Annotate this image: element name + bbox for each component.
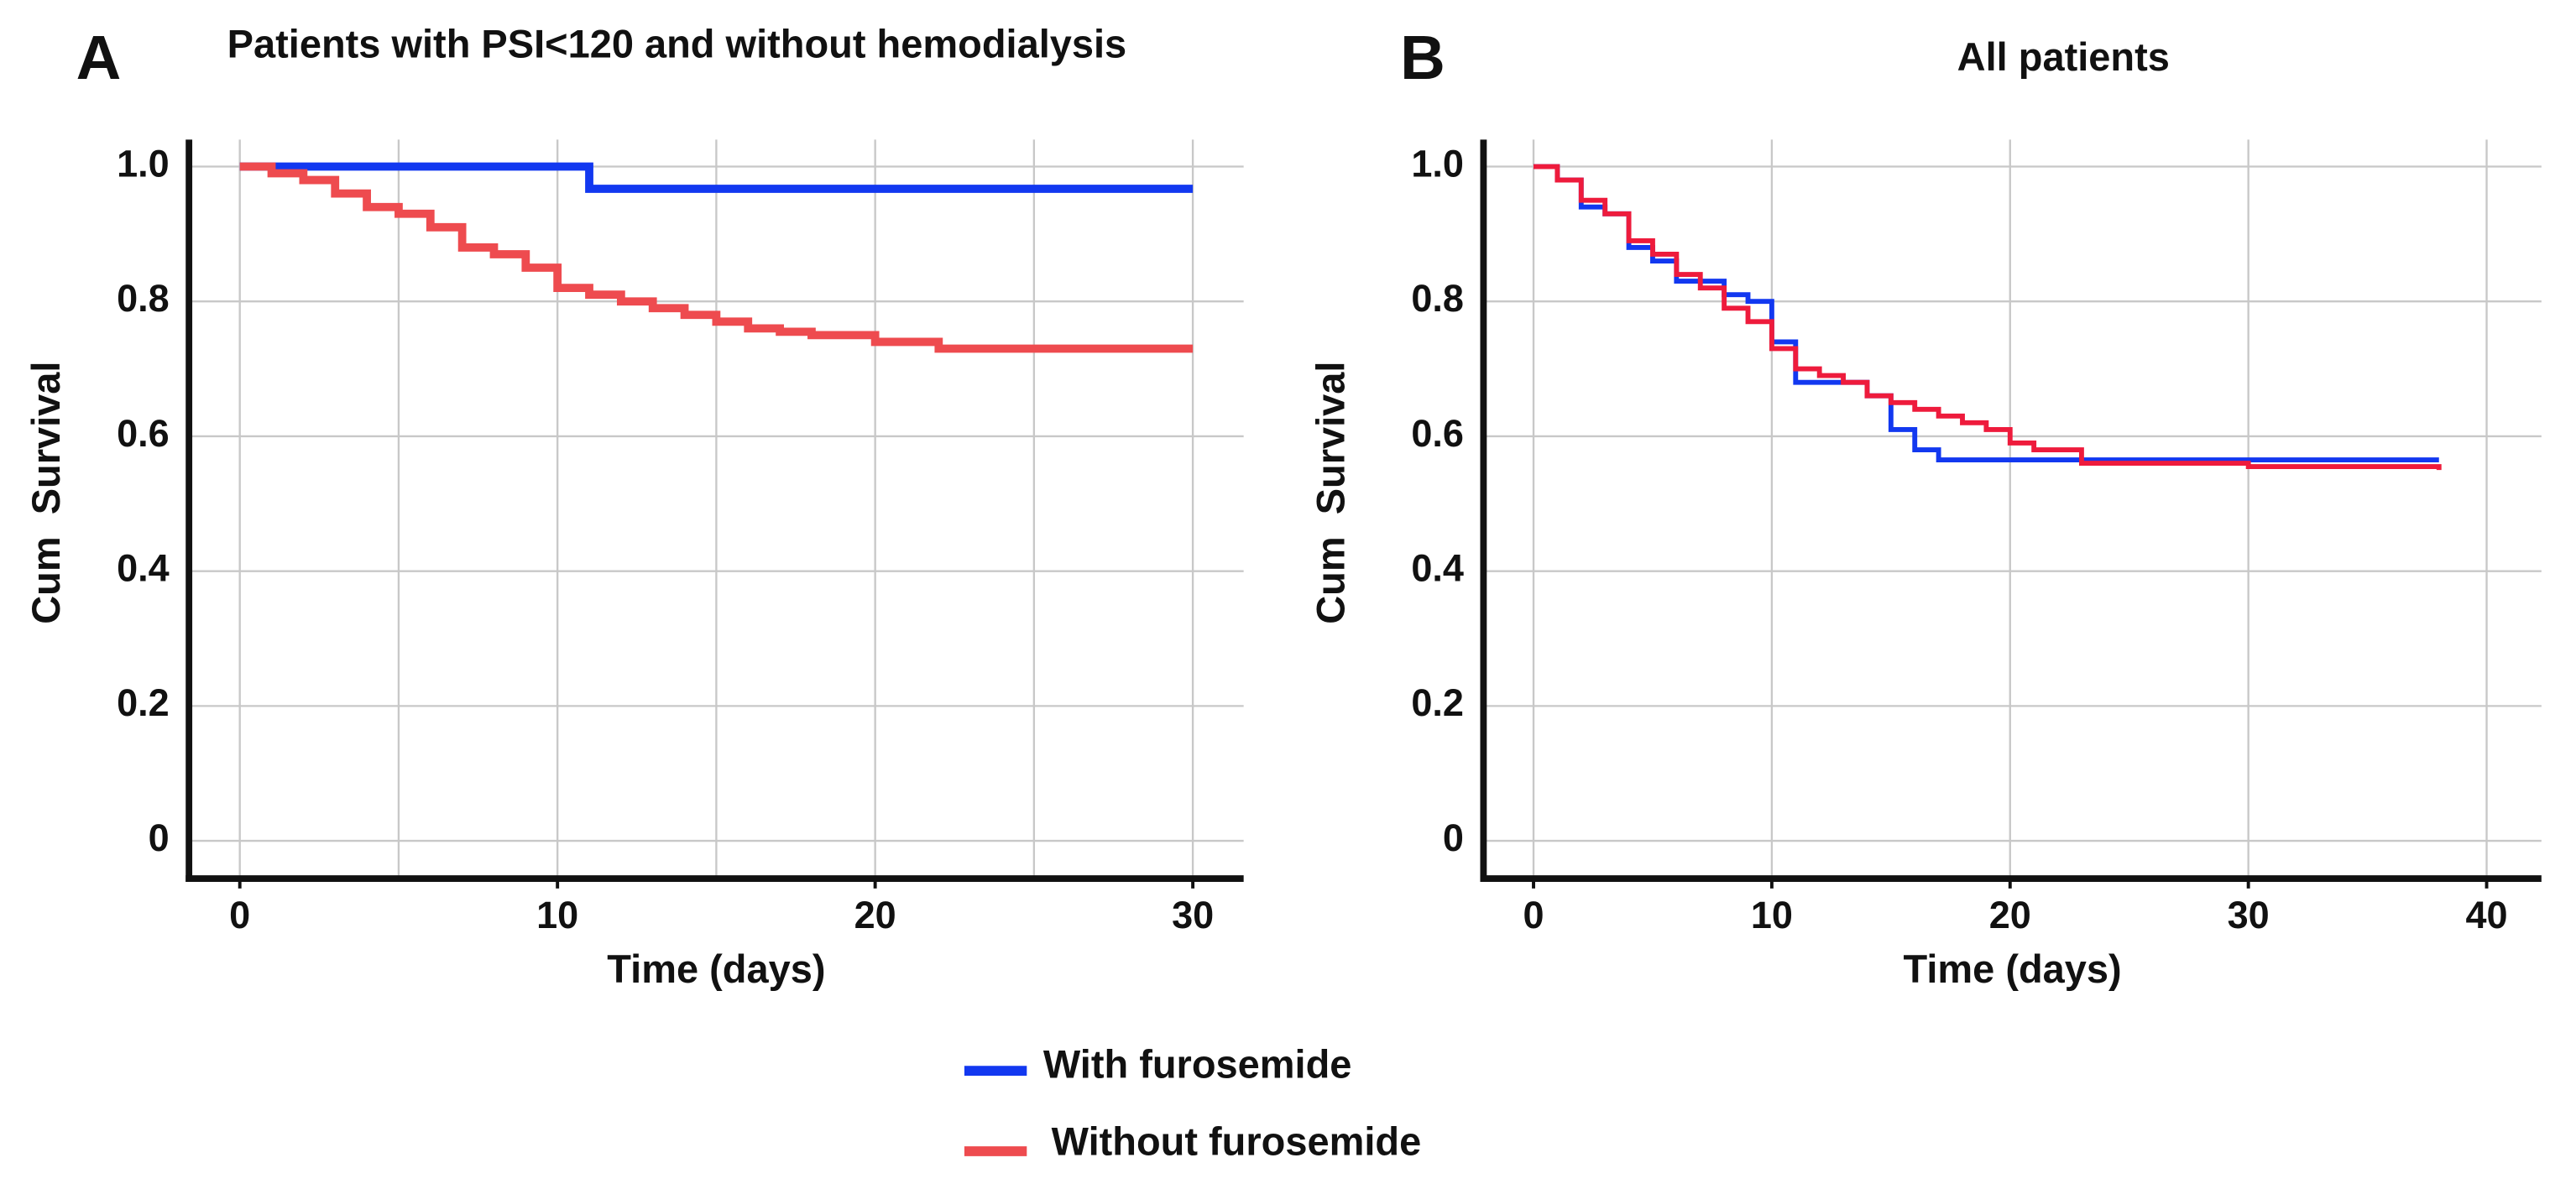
survival-curve [1534,164,2439,462]
chart-title-box: Patients with PSI<120 and without hemodi… [227,23,1127,68]
x-tick-label: 10 [1751,894,1793,936]
y-tick-label: 0.6 [117,412,170,455]
x-tick-label: 30 [2228,894,2270,936]
x-tick-label: 20 [854,894,896,936]
y-tick-label: 1.0 [117,142,170,185]
chart-title-box: All patients [1957,36,2170,81]
chart-title: All patients [1957,36,2170,81]
y-tick-label: 0.4 [1411,547,1464,590]
x-tick-label: 20 [1989,894,2031,936]
y-tick-label: 0.8 [1411,277,1464,320]
survival-curve [239,162,1194,193]
y-tick-label: 0.2 [1411,681,1464,724]
x-tick-label: 30 [1172,894,1214,936]
y-axis-label: Cum Survival [1309,362,1353,624]
y-tick-label: 0.8 [117,277,170,320]
survival-curve [239,162,1194,353]
survival-curve [1534,164,2442,471]
y-tick-label: 0.6 [1411,412,1464,455]
y-tick-label: 0 [149,816,170,859]
x-tick-label: 0 [1523,894,1544,936]
x-tick-label: 0 [229,894,250,936]
x-axis-label: Time (days) [607,947,825,991]
y-tick-label: 0.2 [117,681,170,724]
y-tick-label: 1.0 [1411,142,1464,185]
y-tick-label: 0 [1443,816,1464,859]
legend-label: Without furosemide [1052,1119,1422,1164]
panel-label: B [1400,23,1445,92]
y-tick-label: 0.4 [117,547,170,590]
x-tick-label: 40 [2466,894,2508,936]
chart-title: Patients with PSI<120 and without hemodi… [227,23,1127,68]
x-tick-label: 10 [536,894,578,936]
y-axis-label: Cum Survival [24,362,68,624]
x-axis-label: Time (days) [1904,947,2122,991]
panel-label: A [76,23,122,92]
legend-label: With furosemide [1043,1042,1352,1087]
